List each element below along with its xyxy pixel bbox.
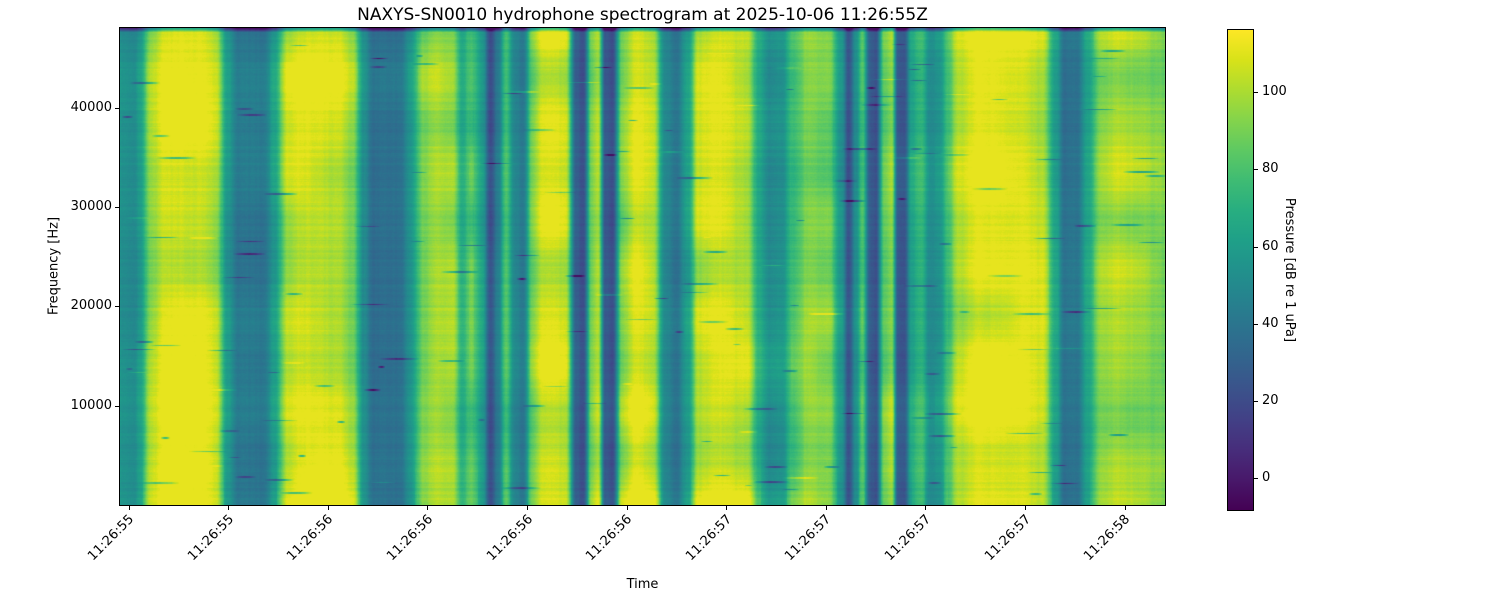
x-tick-mark — [825, 506, 827, 510]
colorbar-tick-label: 60 — [1262, 238, 1279, 254]
colorbar-tick-mark — [1254, 246, 1258, 248]
x-axis-label: Time — [626, 577, 659, 592]
x-tick-label: 11:26:57 — [882, 512, 935, 564]
colorbar-tick-label: 80 — [1262, 161, 1279, 177]
x-tick-label: 11:26:58 — [1081, 512, 1134, 564]
spectrogram-plot — [119, 27, 1166, 506]
x-tick-mark — [427, 506, 429, 510]
y-tick-label: 20000 — [70, 298, 112, 314]
y-tick-label: 30000 — [70, 198, 112, 214]
x-tick-mark — [526, 506, 528, 510]
colorbar-tick-label: 100 — [1262, 84, 1287, 100]
colorbar-tick-label: 0 — [1262, 470, 1271, 485]
x-tick-mark — [925, 506, 927, 510]
x-tick-label: 11:26:55 — [85, 512, 138, 564]
x-tick-mark — [726, 506, 728, 510]
x-tick-label: 11:26:57 — [782, 512, 835, 564]
colorbar-tick-mark — [1254, 169, 1258, 171]
x-tick-label: 11:26:55 — [184, 512, 237, 564]
y-tick-mark — [115, 206, 119, 208]
colorbar-gradient — [1228, 30, 1253, 510]
colorbar-tick-mark — [1254, 478, 1258, 479]
y-tick-label: 40000 — [70, 99, 112, 115]
spectrogram-canvas — [120, 28, 1165, 505]
y-tick-mark — [115, 107, 119, 109]
x-tick-mark — [1025, 506, 1026, 510]
y-tick-label: 10000 — [70, 397, 112, 413]
x-tick-label: 11:26:56 — [284, 512, 337, 564]
colorbar-tick-mark — [1254, 92, 1258, 94]
x-tick-mark — [626, 506, 628, 510]
x-tick-label: 11:26:57 — [981, 512, 1034, 564]
colorbar-tick-label: 20 — [1262, 392, 1279, 408]
x-tick-mark — [327, 506, 329, 510]
x-tick-label: 11:26:56 — [483, 512, 536, 564]
y-tick-mark — [115, 306, 119, 308]
colorbar-tick-mark — [1254, 323, 1258, 325]
x-tick-mark — [128, 506, 130, 510]
x-tick-label: 11:26:57 — [682, 512, 735, 564]
colorbar — [1227, 29, 1254, 511]
x-tick-mark — [1124, 506, 1126, 510]
x-tick-label: 11:26:56 — [583, 512, 636, 564]
colorbar-tick-mark — [1254, 400, 1258, 402]
y-tick-mark — [115, 405, 119, 407]
colorbar-label: Pressure [dB re 1 uPa] — [1282, 197, 1297, 343]
x-tick-mark — [228, 506, 230, 510]
colorbar-tick-label: 40 — [1262, 315, 1279, 331]
x-tick-label: 11:26:56 — [384, 512, 436, 564]
plot-title: NAXYS-SN0010 hydrophone spectrogram at 2… — [357, 5, 928, 25]
